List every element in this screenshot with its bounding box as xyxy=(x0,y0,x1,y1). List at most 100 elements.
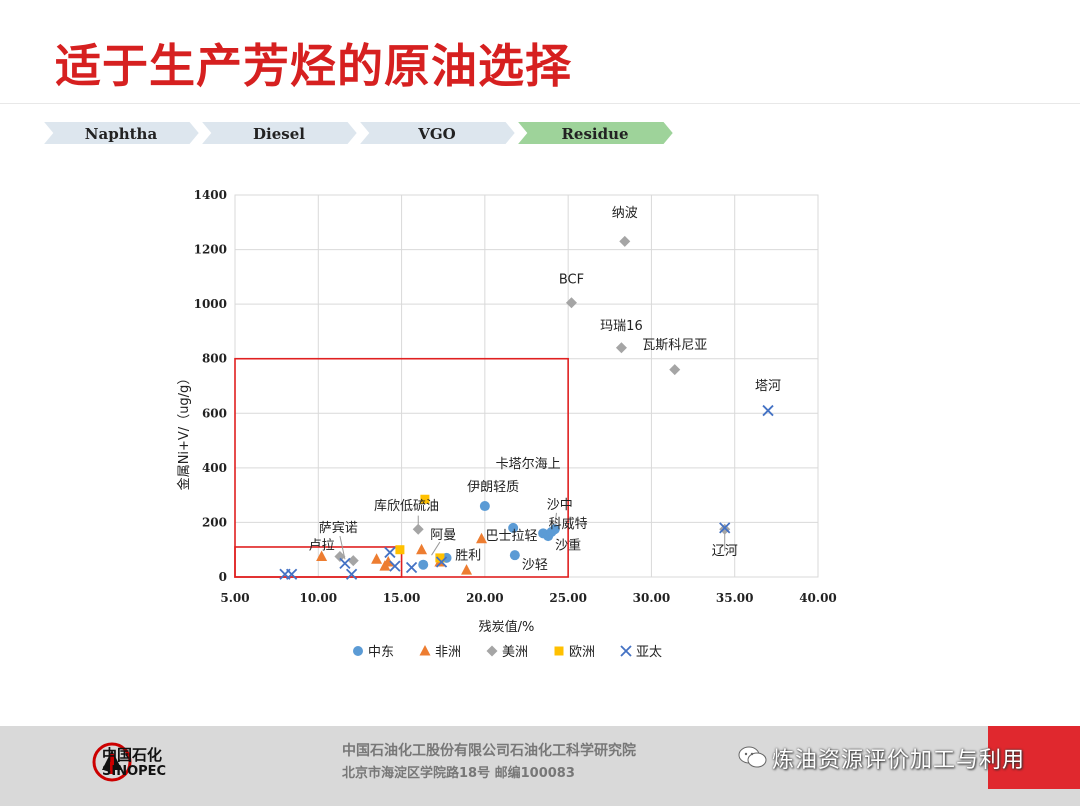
point-label: 卢拉 xyxy=(309,538,335,554)
data-point xyxy=(476,532,488,544)
data-point xyxy=(345,568,358,580)
point-label: 库欣低硫油 xyxy=(374,498,439,514)
y-tick-label: 1400 xyxy=(194,188,227,202)
process-step-label: VGO xyxy=(417,125,456,143)
x-axis-title: 残炭值/% xyxy=(479,619,535,635)
plot-area xyxy=(234,194,819,578)
data-point xyxy=(549,524,560,535)
data-point xyxy=(508,522,519,533)
data-point xyxy=(339,557,351,569)
point-label: 萨宾诺 xyxy=(319,520,358,536)
legend-label: 亚太 xyxy=(636,645,662,660)
legend-label: 非洲 xyxy=(435,645,461,660)
highlight-region-2 xyxy=(234,546,403,578)
data-point xyxy=(762,404,774,417)
legend-item: 亚太 xyxy=(620,645,662,660)
legend-label: 中东 xyxy=(368,645,394,660)
wechat-icon xyxy=(738,746,767,768)
legend-item: 美洲 xyxy=(486,645,528,660)
data-point xyxy=(435,556,448,568)
point-label: 玛瑞16 xyxy=(600,319,643,334)
title-divider xyxy=(0,103,1080,104)
chart-grid xyxy=(234,194,819,578)
logo-english-name: SINOPEC xyxy=(102,764,167,779)
process-step-naphtha xyxy=(42,121,202,146)
y-axis-title: 金属Ni+V/（ug/g） xyxy=(176,372,192,491)
x-tick-label: 10.00 xyxy=(299,591,337,605)
point-label: 沙重 xyxy=(555,538,581,554)
chart-legend: 中东 非洲 美洲 欧洲 亚太 xyxy=(353,645,662,660)
data-point xyxy=(479,501,490,512)
footer-bar xyxy=(0,726,1080,806)
point-label: 瓦斯科尼亚 xyxy=(642,338,707,353)
data-point xyxy=(509,550,520,561)
sinopec-logo-icon xyxy=(92,742,132,782)
point-label: 胜利 xyxy=(455,548,481,563)
data-point xyxy=(418,559,429,570)
y-tick-label: 0 xyxy=(219,570,227,584)
x-tick-label: 30.00 xyxy=(633,591,671,605)
x-tick-label: 20.00 xyxy=(466,591,504,605)
legend-marker xyxy=(353,646,363,656)
logo-chinese-name: 中国石化 xyxy=(102,746,163,764)
point-label: 沙轻 xyxy=(522,558,548,573)
process-step-label: Residue xyxy=(561,125,628,143)
institute-address: 北京市海淀区学院路18号 邮编100083 xyxy=(342,766,575,781)
legend-item: 中东 xyxy=(353,645,394,660)
y-tick-label: 1200 xyxy=(194,243,227,257)
data-point xyxy=(565,297,577,309)
point-label: 阿曼 xyxy=(430,528,456,543)
legend-marker xyxy=(554,646,564,656)
x-tick-label: 25.00 xyxy=(549,591,587,605)
chart-axes: 5.00 10.00 15.00 20.00 25.00 30.00 35.00 40.00 0… xyxy=(176,188,837,635)
process-step-residue xyxy=(513,121,676,146)
data-point xyxy=(405,561,418,574)
y-tick-label: 1000 xyxy=(194,297,227,311)
data-point xyxy=(389,560,401,572)
watermark-text: 炼油资源评价加工与利用 xyxy=(772,748,1026,773)
data-point xyxy=(420,494,430,504)
x-tick-label: 40.00 xyxy=(799,591,837,605)
leader-line xyxy=(554,512,557,526)
data-point xyxy=(416,543,428,555)
y-tick-label: 800 xyxy=(202,352,227,366)
point-label: 纳波 xyxy=(612,206,638,221)
slide-title: 适于生产芳烃的原油选择 xyxy=(55,39,572,93)
data-point xyxy=(435,553,445,563)
point-label: BCF xyxy=(559,273,584,288)
data-point xyxy=(384,546,396,559)
point-label: 伊朗轻质 xyxy=(467,480,519,495)
legend-marker xyxy=(620,645,632,657)
highlight-regions xyxy=(234,357,569,578)
y-tick-label: 600 xyxy=(202,406,227,420)
x-tick-label: 5.00 xyxy=(220,591,249,605)
legend-item: 非洲 xyxy=(419,645,461,660)
process-step-label: Diesel xyxy=(253,125,305,143)
point-label: 巴士拉轻 xyxy=(486,529,538,544)
data-point xyxy=(619,235,631,247)
point-label: 塔河 xyxy=(755,379,781,394)
legend-marker xyxy=(486,645,498,657)
data-point xyxy=(461,564,473,575)
institute-name: 中国石油化工股份有限公司石油化工科学研究院 xyxy=(342,743,636,759)
x-tick-label: 35.00 xyxy=(716,591,754,605)
point-label: 沙中 xyxy=(547,498,573,513)
data-point xyxy=(316,550,328,562)
data-point xyxy=(347,555,359,567)
data-point xyxy=(371,553,383,564)
point-label: 卡塔尔海上 xyxy=(496,457,561,472)
data-point xyxy=(412,523,424,535)
data-points xyxy=(279,235,774,580)
data-point xyxy=(719,523,731,535)
process-step-vgo xyxy=(355,121,518,146)
footer-red-block xyxy=(988,726,1080,789)
x-tick-label: 15.00 xyxy=(383,591,421,605)
data-point xyxy=(382,555,394,567)
legend-label: 美洲 xyxy=(502,645,528,660)
process-step-label: Naphtha xyxy=(85,125,158,143)
data-point xyxy=(285,568,298,580)
legend-label: 欧洲 xyxy=(569,645,595,660)
data-point xyxy=(719,522,731,534)
point-label: 辽河 xyxy=(712,544,738,559)
data-point xyxy=(669,364,681,376)
